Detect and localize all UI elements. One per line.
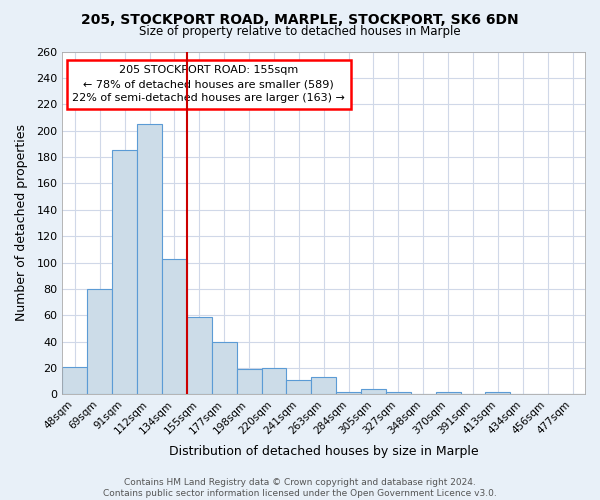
Bar	[336, 392, 361, 394]
Text: Contains HM Land Registry data © Crown copyright and database right 2024.
Contai: Contains HM Land Registry data © Crown c…	[103, 478, 497, 498]
Bar	[386, 392, 411, 394]
Bar	[112, 150, 137, 394]
Bar	[187, 316, 212, 394]
Text: 205, STOCKPORT ROAD, MARPLE, STOCKPORT, SK6 6DN: 205, STOCKPORT ROAD, MARPLE, STOCKPORT, …	[81, 12, 519, 26]
Bar	[62, 366, 88, 394]
Bar	[436, 392, 461, 394]
Bar	[162, 258, 187, 394]
Bar	[212, 342, 236, 394]
Text: Size of property relative to detached houses in Marple: Size of property relative to detached ho…	[139, 25, 461, 38]
Bar	[286, 380, 311, 394]
Bar	[485, 392, 511, 394]
X-axis label: Distribution of detached houses by size in Marple: Distribution of detached houses by size …	[169, 444, 479, 458]
Bar	[137, 124, 162, 394]
Bar	[361, 389, 386, 394]
Bar	[262, 368, 286, 394]
Bar	[311, 378, 336, 394]
Bar	[236, 370, 262, 394]
Text: 205 STOCKPORT ROAD: 155sqm
← 78% of detached houses are smaller (589)
22% of sem: 205 STOCKPORT ROAD: 155sqm ← 78% of deta…	[73, 65, 345, 103]
Bar	[88, 289, 112, 395]
Y-axis label: Number of detached properties: Number of detached properties	[15, 124, 28, 322]
